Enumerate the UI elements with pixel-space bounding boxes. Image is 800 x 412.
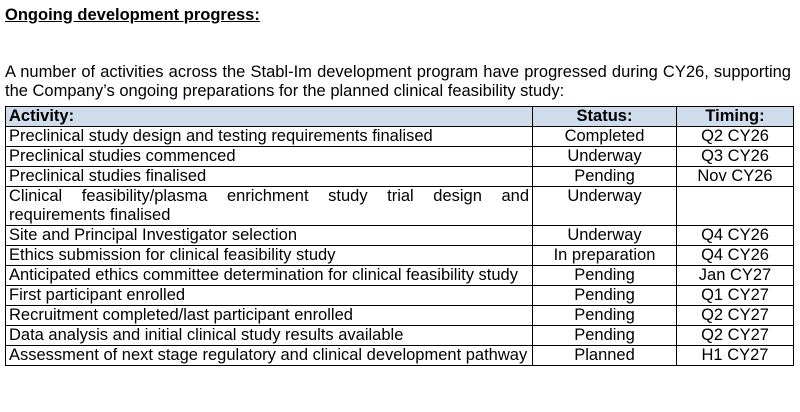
- header-timing: Timing:: [676, 106, 794, 127]
- table-header-row: Activity: Status: Timing:: [5, 106, 794, 127]
- timing-cell: [676, 186, 794, 226]
- progress-table: Activity: Status: Timing: Preclinical st…: [5, 106, 794, 366]
- status-cell: Pending: [532, 265, 677, 286]
- timing-cell: Q2 CY26: [676, 126, 794, 147]
- table-row: Site and Principal Investigator selectio…: [5, 225, 794, 246]
- header-activity: Activity:: [5, 106, 533, 127]
- status-cell: Completed: [532, 126, 677, 147]
- status-cell: Underway: [532, 186, 677, 226]
- status-cell: Pending: [532, 325, 677, 346]
- activity-cell: Assessment of next stage regulatory and …: [5, 345, 533, 366]
- timing-cell: Nov CY26: [676, 166, 794, 187]
- status-cell: Planned: [532, 345, 677, 366]
- table-row: Assessment of next stage regulatory and …: [5, 345, 794, 366]
- activity-cell: Clinical feasibility/plasma enrichment s…: [5, 186, 533, 226]
- activity-cell: Preclinical study design and testing req…: [5, 126, 533, 147]
- activity-cell: Recruitment completed/last participant e…: [5, 305, 533, 326]
- timing-cell: Q1 CY27: [676, 285, 794, 306]
- section-heading: Ongoing development progress:: [5, 6, 260, 24]
- table-row: First participant enrolled Pending Q1 CY27: [5, 285, 794, 306]
- status-cell: Underway: [532, 225, 677, 246]
- timing-cell: Q2 CY27: [676, 305, 794, 326]
- status-cell: Pending: [532, 285, 677, 306]
- activity-cell: Site and Principal Investigator selectio…: [5, 225, 533, 246]
- table-row: Clinical feasibility/plasma enrichment s…: [5, 186, 794, 226]
- table-row: Preclinical studies finalised Pending Nov …: [5, 166, 794, 187]
- status-cell: Pending: [532, 305, 677, 326]
- status-cell: Pending: [532, 166, 677, 187]
- table-row: Preclinical study design and testing req…: [5, 126, 794, 147]
- status-cell: Underway: [532, 146, 677, 167]
- table-row: Ethics submission for clinical feasibili…: [5, 245, 794, 266]
- table-row: Recruitment completed/last participant e…: [5, 305, 794, 326]
- table-row: Anticipated ethics committee determinati…: [5, 265, 794, 286]
- timing-cell: Q2 CY27: [676, 325, 794, 346]
- timing-cell: Q4 CY26: [676, 245, 794, 266]
- activity-cell: Preclinical studies finalised: [5, 166, 533, 187]
- activity-cell: Data analysis and initial clinical study…: [5, 325, 533, 346]
- activity-cell: First participant enrolled: [5, 285, 533, 306]
- status-cell: In preparation: [532, 245, 677, 266]
- timing-cell: H1 CY27: [676, 345, 794, 366]
- activity-cell: Preclinical studies commenced: [5, 146, 533, 167]
- table-row: Preclinical studies commenced Underway Q3 …: [5, 146, 794, 167]
- timing-cell: Jan CY27: [676, 265, 794, 286]
- header-status: Status:: [532, 106, 677, 127]
- timing-cell: Q3 CY26: [676, 146, 794, 167]
- intro-paragraph: A number of activities across the Stabl-…: [5, 62, 791, 100]
- activity-cell: Anticipated ethics committee determinati…: [5, 265, 533, 286]
- timing-cell: Q4 CY26: [676, 225, 794, 246]
- activity-cell: Ethics submission for clinical feasibili…: [5, 245, 533, 266]
- table-row: Data analysis and initial clinical study…: [5, 325, 794, 346]
